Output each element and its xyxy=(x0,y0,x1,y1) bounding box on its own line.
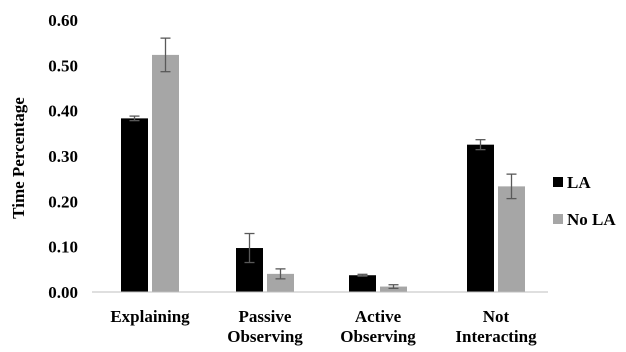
bar-la xyxy=(121,118,148,292)
y-tick-label: 0.00 xyxy=(48,283,78,302)
bar-no-la xyxy=(152,54,179,293)
legend-label-no-la: No LA xyxy=(567,210,616,229)
x-tick-label: Not Interacting xyxy=(455,307,537,346)
y-tick-label: 0.50 xyxy=(48,56,78,75)
bars xyxy=(121,54,525,293)
y-axis-title: Time Percentage xyxy=(9,97,28,219)
bar-no-la xyxy=(267,273,294,292)
x-tick-label-line: Observing xyxy=(227,327,303,346)
legend-label-la: LA xyxy=(567,173,591,192)
y-tick-label: 0.60 xyxy=(48,11,78,30)
bar-la xyxy=(467,144,494,292)
legend: LA No LA xyxy=(553,173,616,229)
x-tick-label: Active Observing xyxy=(340,307,416,346)
bar-no-la xyxy=(380,286,407,292)
x-tick-label-line: Interacting xyxy=(455,327,537,346)
x-tick-label: Passive Observing xyxy=(227,307,303,346)
error-bars xyxy=(129,37,517,290)
x-tick-label: Explaining xyxy=(110,307,190,326)
x-tick-label-line: Not xyxy=(483,307,510,326)
y-tick-label: 0.10 xyxy=(48,238,78,257)
bar-no-la xyxy=(498,186,525,292)
legend-swatch-no-la xyxy=(553,214,563,224)
y-tick-label: 0.40 xyxy=(48,102,78,121)
y-axis-ticks: 0.00 0.10 0.20 0.30 0.40 0.50 0.60 xyxy=(48,11,78,302)
x-tick-label-line: Explaining xyxy=(110,307,190,326)
x-tick-label-line: Passive xyxy=(239,307,292,326)
bar-la xyxy=(349,275,376,292)
y-tick-label: 0.30 xyxy=(48,147,78,166)
legend-swatch-la xyxy=(553,177,563,187)
x-tick-label-line: Active xyxy=(355,307,402,326)
y-tick-label: 0.20 xyxy=(48,192,78,211)
x-tick-label-line: Observing xyxy=(340,327,416,346)
